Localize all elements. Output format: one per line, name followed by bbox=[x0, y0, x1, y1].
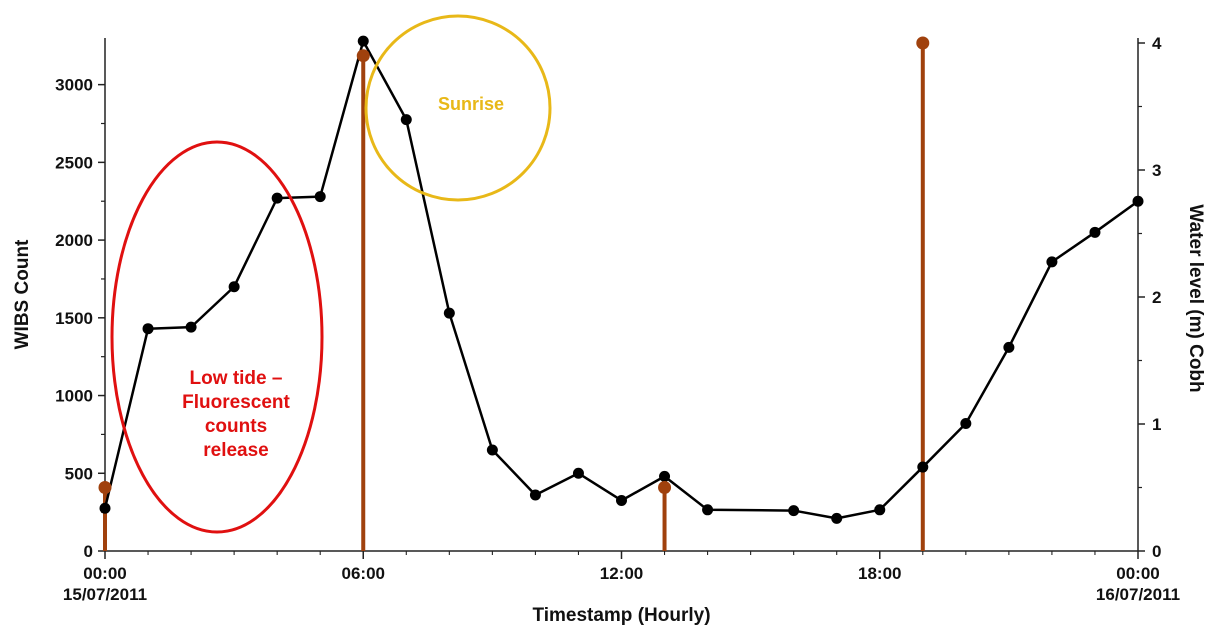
x-tick-label: 18:00 bbox=[858, 564, 901, 583]
x-tick-label: 00:00 bbox=[1116, 564, 1159, 583]
x-tick-label: 12:00 bbox=[600, 564, 643, 583]
wibs-count-point bbox=[1003, 341, 1015, 353]
wibs-count-point bbox=[831, 512, 843, 524]
wibs-count-point bbox=[659, 470, 671, 482]
y-tick-label: 2000 bbox=[55, 231, 93, 250]
y2-tick-label: 3 bbox=[1152, 161, 1161, 180]
low-tide-annotation-text: Fluorescent bbox=[182, 392, 290, 413]
sunrise-circle bbox=[364, 14, 552, 202]
y2-tick-label: 2 bbox=[1152, 288, 1161, 307]
low-tide-ellipse bbox=[110, 140, 324, 534]
water-level-marker bbox=[916, 36, 930, 50]
wibs-count-point bbox=[443, 307, 455, 319]
x-tick-label: 06:00 bbox=[342, 564, 385, 583]
wibs-count-point bbox=[1046, 256, 1058, 268]
wibs-count-point bbox=[529, 489, 541, 501]
wibs-count-point bbox=[314, 191, 326, 203]
y2-tick-label: 1 bbox=[1152, 415, 1161, 434]
y2-tick-label: 0 bbox=[1152, 542, 1161, 561]
low-tide-annotation-text: release bbox=[203, 440, 269, 461]
wibs-count-point bbox=[917, 461, 929, 473]
wibs-count-point bbox=[874, 504, 886, 516]
wibs-count-point bbox=[702, 504, 714, 516]
wibs-count-point bbox=[357, 35, 369, 47]
wibs-count-point bbox=[616, 494, 627, 506]
wibs-count-line bbox=[103, 39, 1139, 520]
wibs-count-point bbox=[228, 281, 240, 293]
wibs-count-point bbox=[572, 467, 584, 479]
wibs-count-point bbox=[400, 114, 412, 126]
wibs-count-point bbox=[1132, 195, 1144, 207]
x-tick-date-label: 15/07/2011 bbox=[63, 585, 147, 604]
wibs-count-point bbox=[99, 502, 111, 514]
y-tick-label: 1000 bbox=[55, 387, 93, 406]
wibs-count-point bbox=[486, 444, 498, 456]
y-tick-label: 0 bbox=[84, 542, 93, 561]
wibs-count-point bbox=[185, 321, 197, 333]
water-level-marker bbox=[658, 481, 672, 494]
wibs-count-point bbox=[271, 192, 283, 204]
water-level-marker bbox=[356, 49, 370, 63]
wibs-count-point bbox=[960, 418, 972, 430]
y2-tick-label: 4 bbox=[1152, 34, 1162, 53]
y-tick-label: 2500 bbox=[55, 153, 93, 172]
y-axis-title: WIBS Count bbox=[12, 239, 33, 349]
x-axis-title: Timestamp (Hourly) bbox=[532, 605, 710, 626]
water-level-marker bbox=[98, 481, 112, 494]
y-tick-label: 3000 bbox=[55, 76, 93, 95]
x-tick-label: 00:00 bbox=[83, 564, 126, 583]
wibs-count-point bbox=[142, 323, 154, 335]
low-tide-annotation-text: Low tide – bbox=[190, 368, 283, 389]
y-tick-label: 500 bbox=[65, 464, 93, 483]
wibs-count-point bbox=[1089, 226, 1101, 238]
y-tick-label: 1500 bbox=[55, 309, 93, 328]
wibs-count-point bbox=[788, 505, 800, 517]
x-tick-date-label: 16/07/2011 bbox=[1096, 585, 1180, 604]
low-tide-annotation-text: counts bbox=[205, 416, 267, 437]
y2-axis-title: Water level (m) Cobh bbox=[1185, 204, 1206, 392]
sunrise-annotation-text: Sunrise bbox=[438, 94, 504, 114]
